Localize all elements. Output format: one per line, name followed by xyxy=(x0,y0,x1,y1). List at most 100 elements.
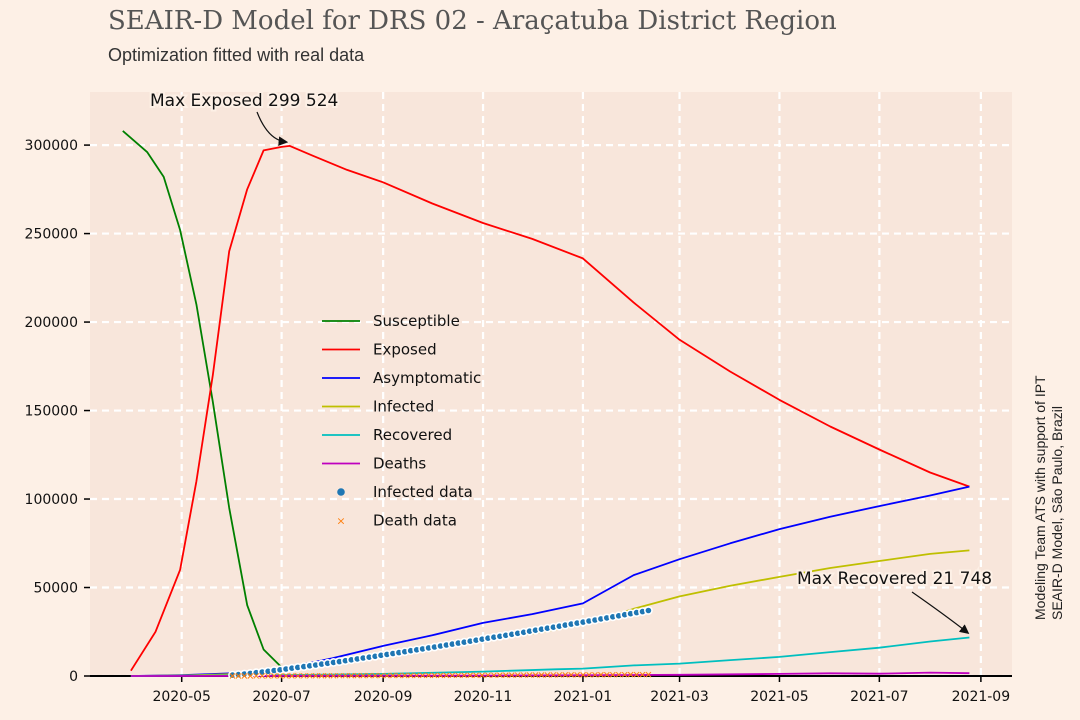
death-data-point xyxy=(467,672,474,679)
death-data-point xyxy=(253,673,260,679)
series-line-deaths xyxy=(130,671,970,677)
legend-swatch xyxy=(337,488,345,496)
death-data-point xyxy=(396,672,402,679)
death-data-point xyxy=(609,671,616,678)
legend-label: Infected xyxy=(373,398,434,416)
x-tick-label: 2021-09 xyxy=(952,689,1011,705)
death-data-point xyxy=(318,672,325,679)
death-data-point xyxy=(324,672,331,679)
y-tick-label: 300000 xyxy=(25,138,78,154)
death-data-point xyxy=(603,671,610,678)
death-data-point xyxy=(491,672,497,679)
death-data-point xyxy=(229,673,236,679)
death-data-point xyxy=(502,672,509,678)
y-tick-label: 100000 xyxy=(25,492,78,508)
y-tick-label: 50000 xyxy=(33,581,78,597)
death-data-point xyxy=(312,672,319,679)
death-data-point xyxy=(241,673,248,679)
death-data-point xyxy=(485,672,491,679)
death-data-point xyxy=(479,672,485,679)
death-data-point xyxy=(348,672,355,679)
death-data-point xyxy=(407,672,414,679)
x-tick-label: 2020-09 xyxy=(354,689,413,705)
annotation-arrow-recovered xyxy=(911,591,970,634)
legend-label: Susceptible xyxy=(373,312,460,330)
death-data-point xyxy=(366,672,373,679)
death-data-point xyxy=(336,672,343,679)
death-data-point xyxy=(592,671,598,678)
y-tick-label: 0 xyxy=(69,669,78,685)
death-data-point xyxy=(235,673,242,679)
death-data-point xyxy=(378,672,384,679)
y-tick-label: 200000 xyxy=(25,315,78,331)
x-tick-label: 2021-03 xyxy=(650,689,709,705)
death-data-point xyxy=(520,672,527,678)
death-data-point xyxy=(639,671,646,678)
death-data-point xyxy=(431,672,438,679)
x-tick-label: 2020-07 xyxy=(252,689,311,705)
series-line-susceptible xyxy=(122,130,284,670)
death-data-point xyxy=(497,672,503,679)
death-data-point xyxy=(300,672,307,679)
death-data-point xyxy=(532,672,539,678)
death-data-point xyxy=(413,672,420,679)
death-data-point xyxy=(372,672,378,679)
x-tick-label: 2021-01 xyxy=(554,689,613,705)
legend-swatch: × xyxy=(336,515,345,528)
death-data-point xyxy=(425,672,432,679)
death-data-point xyxy=(627,671,634,678)
death-data-point xyxy=(419,672,426,679)
death-data-point xyxy=(384,672,390,679)
death-data-point xyxy=(621,671,628,678)
legend-label: Infected data xyxy=(373,483,473,501)
y-tick-label: 150000 xyxy=(25,404,78,420)
death-data-point xyxy=(514,672,521,678)
chart-title: SEAIR-D Model for DRS 02 - Araçatuba Dis… xyxy=(108,6,837,36)
annotation-max-exposed: Max Exposed 299 524 xyxy=(150,91,338,111)
death-data-point xyxy=(574,672,580,678)
death-data-point xyxy=(265,673,271,679)
death-data-point xyxy=(449,672,456,679)
death-data-point xyxy=(289,672,295,679)
annotation-arrow-exposed xyxy=(256,111,289,146)
death-data-point xyxy=(556,672,563,678)
death-data-point xyxy=(645,671,652,678)
legend-label: Exposed xyxy=(373,341,437,359)
death-data-point xyxy=(259,673,266,679)
death-data-point xyxy=(461,672,468,679)
chart-subtitle: Optimization fitted with real data xyxy=(108,45,365,65)
death-data-point xyxy=(562,672,569,678)
death-data-point xyxy=(390,672,396,679)
x-tick-label: 2020-05 xyxy=(152,689,211,705)
death-data-point xyxy=(508,672,515,678)
death-data-point xyxy=(633,671,640,678)
death-data-point xyxy=(330,672,337,679)
death-data-point xyxy=(294,672,301,679)
death-data-point xyxy=(455,672,462,679)
x-tick-label: 2021-07 xyxy=(850,689,909,705)
death-data-point xyxy=(473,672,479,679)
death-data-point xyxy=(526,672,533,678)
death-data-point xyxy=(247,673,254,679)
death-data-point xyxy=(306,672,313,679)
death-data-point xyxy=(342,672,349,679)
death-data-point xyxy=(401,672,408,679)
y-tick-label: 250000 xyxy=(25,227,78,243)
death-data-point xyxy=(538,672,545,678)
legend-label: Asymptomatic xyxy=(373,369,481,387)
legend-label: Death data xyxy=(373,512,457,530)
series-line-recovered xyxy=(130,636,970,677)
death-data-point xyxy=(550,672,557,678)
death-data-point xyxy=(615,671,622,678)
annotation-max-recovered: Max Recovered 21 748 xyxy=(797,569,992,589)
death-data-point xyxy=(580,671,586,678)
legend-label: Deaths xyxy=(373,455,426,473)
series-line-exposed xyxy=(130,144,970,672)
legend-label: Recovered xyxy=(373,426,452,444)
death-data-point xyxy=(360,672,367,679)
death-data-point xyxy=(586,671,592,678)
death-data-point xyxy=(598,671,604,678)
death-data-point xyxy=(568,672,575,678)
death-data-point xyxy=(544,672,551,678)
